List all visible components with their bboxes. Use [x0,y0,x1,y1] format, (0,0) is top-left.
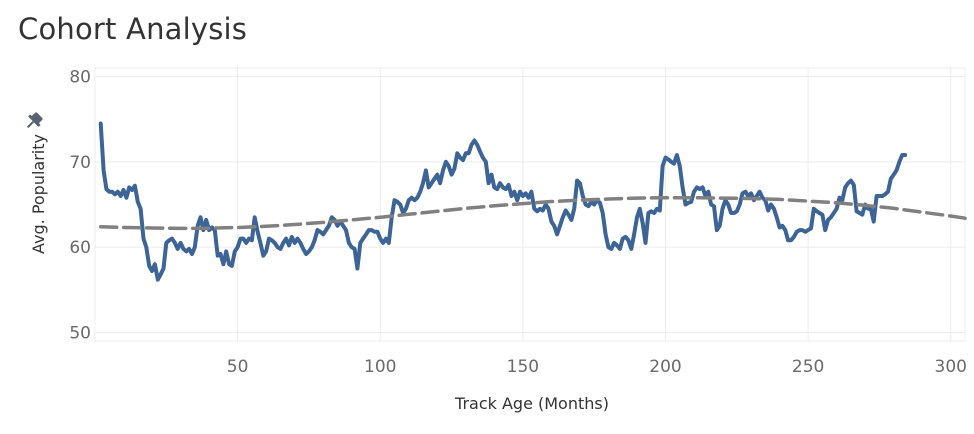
y-tick-label: 70 [69,153,91,173]
y-axis-label-group: Avg. Popularity [29,134,48,254]
series-group [98,121,967,282]
trend-line[interactable] [98,195,967,231]
x-axis-label: Track Age (Months) [454,394,609,413]
pin-icon[interactable] [22,110,45,133]
popularity-series-line[interactable] [98,121,908,282]
x-tick-label: 250 [792,357,824,377]
x-tick-label: 300 [935,357,967,377]
y-axis-label: Avg. Popularity [29,134,48,254]
x-tick-label: 50 [227,357,249,377]
x-axis: 50 100 150 200 250 300 [227,357,967,377]
y-axis: 50 60 70 80 [69,68,91,344]
y-tick-label: 80 [69,68,91,88]
grid-lines [94,67,966,342]
y-tick-label: 50 [69,323,91,343]
x-tick-label: 200 [649,357,681,377]
x-tick-label: 100 [364,357,396,377]
y-tick-label: 60 [69,238,91,258]
x-tick-label: 150 [507,357,539,377]
page-title: Cohort Analysis [18,12,248,46]
